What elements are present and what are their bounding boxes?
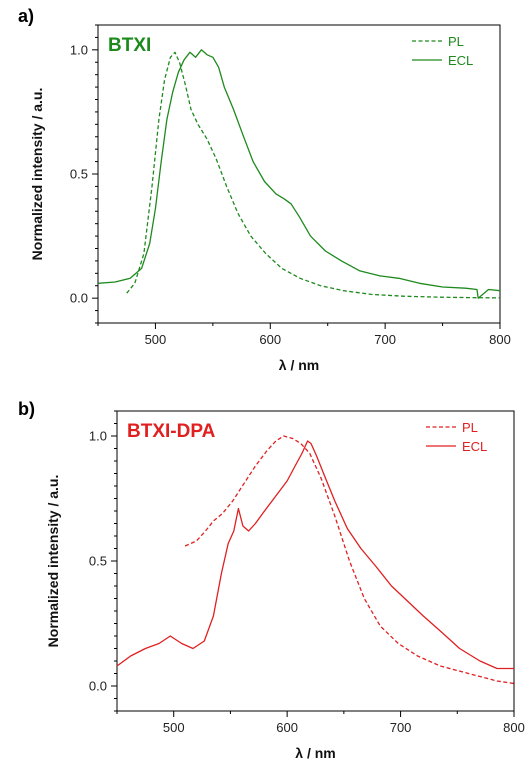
panel-2-x-tick-label: 700 bbox=[390, 720, 412, 735]
panel-1-x-tick-label: 600 bbox=[259, 332, 281, 347]
panel-2-x-tick-label: 600 bbox=[276, 720, 298, 735]
panel-2-x-tick-label: 800 bbox=[503, 720, 525, 735]
panel-2-y-tick-label: 0.0 bbox=[89, 679, 107, 694]
panel-1-x-tick-label: 500 bbox=[145, 332, 167, 347]
panel-2-series-pl-line bbox=[184, 435, 515, 685]
panel-2-plot-frame bbox=[116, 410, 515, 712]
panel-1-y-tick-label: 0.0 bbox=[70, 291, 88, 306]
panel-1-letter: a) bbox=[18, 6, 34, 26]
panel-2-x-axis-label: λ / nm bbox=[295, 745, 335, 761]
panel-2-y-tick-label: 1.0 bbox=[89, 429, 107, 444]
panel-1-x-tick-label: 700 bbox=[374, 332, 396, 347]
panel-1-series-pl-line bbox=[126, 51, 501, 299]
panel-2-letter: b) bbox=[18, 399, 35, 419]
panel-2-y-tick-label: 0.5 bbox=[89, 554, 107, 569]
panel-2-y-axis-label: Normalized intensity / a.u. bbox=[45, 475, 61, 648]
panel-1-y-tick-label: 0.5 bbox=[70, 167, 88, 182]
panel-1-y-axis-label: Normalized intensity / a.u. bbox=[29, 88, 45, 261]
panel-2-x-tick-label: 500 bbox=[163, 720, 185, 735]
panel-2-series-ecl-line bbox=[116, 440, 514, 670]
panel-1-x-tick-label: 800 bbox=[489, 332, 511, 347]
panel-1-x-axis-label: λ / nm bbox=[279, 357, 319, 373]
panel-2-chart-title: BTXI-DPA bbox=[127, 421, 216, 442]
panel-1-y-tick-label: 1.0 bbox=[70, 42, 88, 57]
panel-2-legend-pl-label: PL bbox=[462, 420, 478, 435]
panel-2-legend-ecl-label: ECL bbox=[462, 439, 487, 454]
panel-1-chart-title: BTXI bbox=[108, 35, 151, 56]
panel-1-series-ecl-line bbox=[97, 49, 501, 299]
panel-1-legend-ecl-label: ECL bbox=[448, 53, 473, 68]
panel-1-legend-pl-label: PL bbox=[448, 34, 464, 49]
panel-1-plot-frame bbox=[97, 24, 501, 324]
